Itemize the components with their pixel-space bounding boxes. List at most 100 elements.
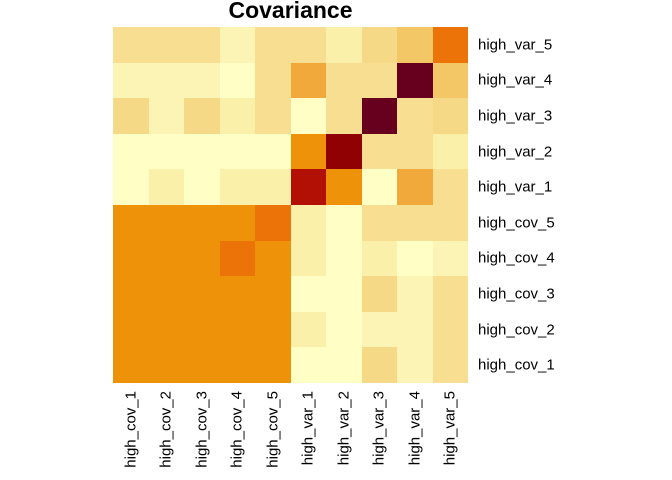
x-axis-label: high_var_5 (441, 391, 459, 466)
heatmap-cell (361, 204, 397, 241)
heatmap-cell (326, 204, 362, 241)
heatmap-cell (219, 133, 255, 170)
heatmap-cell (148, 240, 184, 277)
heatmap-cell (148, 27, 184, 63)
heatmap-cell (184, 98, 220, 134)
heatmap-cell (290, 98, 326, 134)
heatmap-cell (113, 240, 149, 277)
x-axis-label: high_cov_5 (264, 391, 282, 468)
y-axis-label: high_var_3 (478, 107, 553, 125)
y-axis-label: high_var_4 (478, 71, 553, 89)
heatmap-cell (255, 27, 291, 63)
heatmap-cell (361, 311, 397, 348)
heatmap-cell (255, 276, 291, 312)
heatmap-cell (148, 62, 184, 99)
heatmap-cell (113, 62, 149, 99)
heatmap-cell (290, 169, 326, 205)
heatmap-cell (290, 62, 326, 99)
y-axis-label: high_cov_1 (478, 356, 555, 374)
heatmap-cell (397, 169, 433, 205)
heatmap-cell (219, 62, 255, 99)
y-axis-label: high_cov_2 (478, 321, 555, 339)
heatmap-cell (219, 204, 255, 241)
heatmap-cell (113, 311, 149, 348)
heatmap-cell (255, 62, 291, 99)
heatmap-cell (113, 276, 149, 312)
heatmap-cell (148, 98, 184, 134)
heatmap-cell (397, 62, 433, 99)
heatmap-grid (113, 27, 468, 383)
chart-title: Covariance (228, 0, 353, 23)
x-axis-label: high_var_1 (299, 391, 317, 466)
heatmap-cell (184, 240, 220, 277)
heatmap-cell (326, 133, 362, 170)
heatmap-cell (397, 276, 433, 312)
heatmap-cell (361, 240, 397, 277)
heatmap-cell (148, 276, 184, 312)
heatmap-cell (361, 27, 397, 63)
heatmap-cell (397, 347, 433, 383)
heatmap-cell (113, 204, 149, 241)
heatmap-cell (326, 62, 362, 99)
y-axis-label: high_cov_5 (478, 214, 555, 232)
heatmap-cell (432, 27, 468, 63)
heatmap-cell (432, 169, 468, 205)
heatmap-cell (148, 133, 184, 170)
heatmap-cell (184, 276, 220, 312)
heatmap-cell (290, 240, 326, 277)
heatmap-cell (219, 347, 255, 383)
heatmap-cell (290, 347, 326, 383)
heatmap-cell (113, 347, 149, 383)
heatmap-cell (326, 27, 362, 63)
heatmap-cell (148, 347, 184, 383)
heatmap-cell (290, 133, 326, 170)
y-axis-label: high_cov_4 (478, 249, 555, 267)
heatmap-cell (361, 276, 397, 312)
x-axis-label: high_cov_1 (122, 391, 140, 468)
heatmap-cell (361, 133, 397, 170)
heatmap-cell (397, 27, 433, 63)
heatmap-cell (148, 169, 184, 205)
heatmap-cell (184, 204, 220, 241)
heatmap-cell (113, 169, 149, 205)
heatmap-cell (361, 98, 397, 134)
heatmap-cell (432, 62, 468, 99)
heatmap-cell (255, 311, 291, 348)
heatmap-cell (148, 204, 184, 241)
heatmap-cell (113, 133, 149, 170)
heatmap-cell (397, 98, 433, 134)
heatmap-cell (290, 204, 326, 241)
heatmap-cell (397, 133, 433, 170)
heatmap-cell (113, 27, 149, 63)
heatmap-cell (432, 133, 468, 170)
heatmap-cell (255, 98, 291, 134)
heatmap-cell (397, 240, 433, 277)
heatmap-cell (326, 240, 362, 277)
heatmap-cell (184, 62, 220, 99)
heatmap-cell (326, 311, 362, 348)
heatmap-cell (361, 169, 397, 205)
heatmap-cell (432, 98, 468, 134)
heatmap-cell (432, 240, 468, 277)
heatmap-cell (219, 98, 255, 134)
heatmap-cell (219, 27, 255, 63)
heatmap-cell (148, 311, 184, 348)
heatmap-cell (326, 169, 362, 205)
heatmap-cell (326, 276, 362, 312)
y-axis-label: high_var_1 (478, 178, 553, 196)
heatmap-cell (432, 347, 468, 383)
heatmap-cell (219, 240, 255, 277)
x-axis-label: high_cov_3 (193, 391, 211, 468)
heatmap-cell (113, 98, 149, 134)
heatmap-cell (184, 169, 220, 205)
heatmap-cell (219, 311, 255, 348)
heatmap-cell (432, 276, 468, 312)
heatmap-cell (184, 27, 220, 63)
heatmap-cell (432, 311, 468, 348)
x-axis-label: high_cov_4 (228, 391, 246, 468)
heatmap-cell (255, 347, 291, 383)
heatmap-cell (361, 347, 397, 383)
y-axis-label: high_cov_3 (478, 285, 555, 303)
heatmap-cell (255, 240, 291, 277)
